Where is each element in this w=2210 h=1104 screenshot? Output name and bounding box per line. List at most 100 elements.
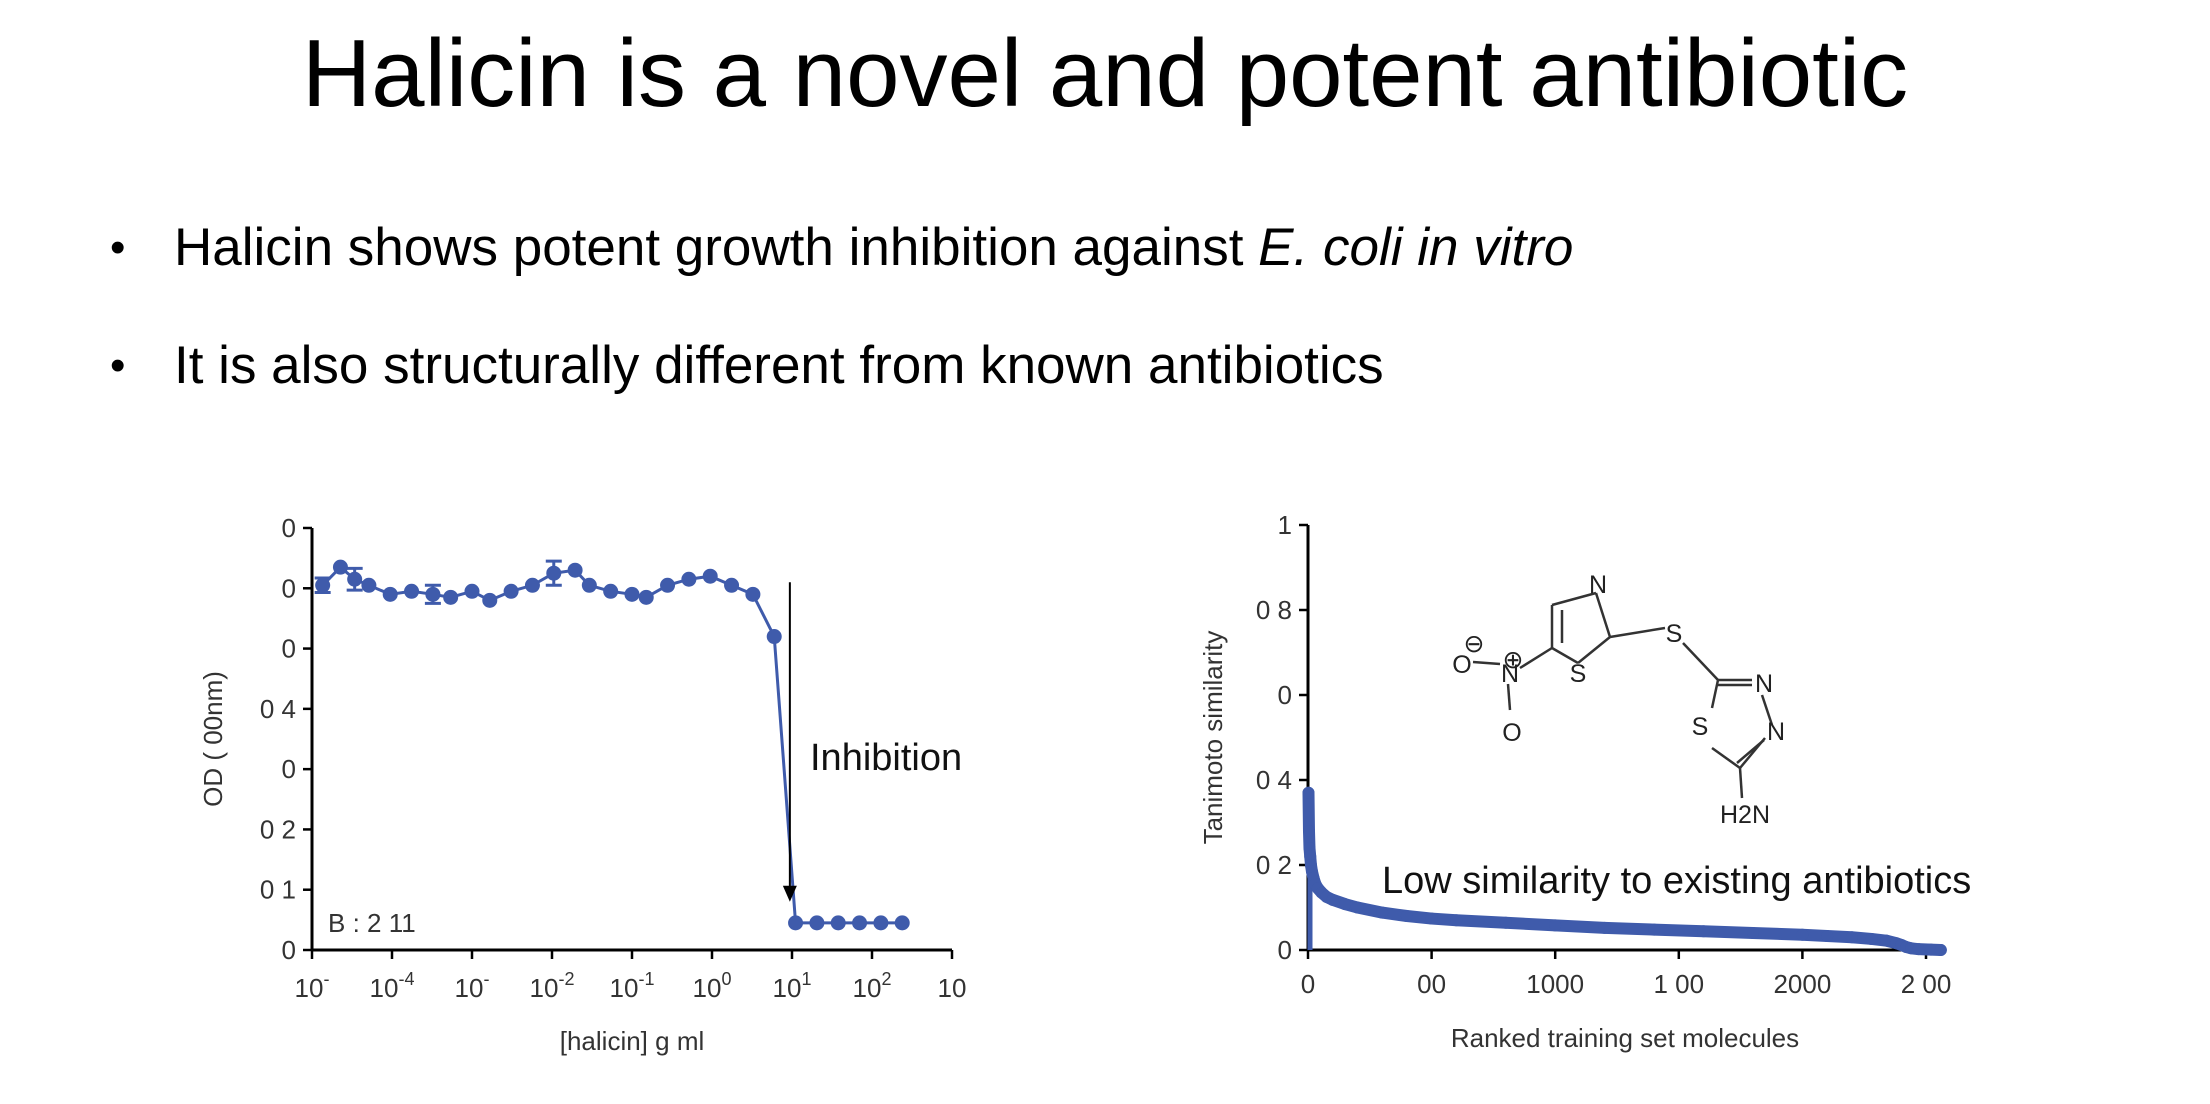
data-point bbox=[1912, 943, 1925, 956]
data-point bbox=[873, 915, 889, 931]
x-tick-label: 10-1 bbox=[610, 969, 655, 1003]
atom-n3-label: N bbox=[1767, 718, 1785, 746]
y-tick-label: 0 bbox=[1278, 935, 1292, 965]
data-point bbox=[603, 583, 619, 599]
bullet-text: It is also structurally different from k… bbox=[174, 336, 1384, 395]
data-point bbox=[1924, 943, 1937, 956]
y-tick-label: 0 bbox=[1278, 680, 1292, 710]
atom-nh2-label: H2N bbox=[1720, 801, 1770, 829]
x-tick-label: 10-4 bbox=[370, 969, 415, 1003]
x-tick-label: 101 bbox=[773, 969, 812, 1003]
atom-n4-label: N bbox=[1501, 660, 1519, 688]
data-point bbox=[852, 915, 868, 931]
y-tick-label: 0 1 bbox=[260, 875, 296, 905]
x-tick-label: 1 00 bbox=[1653, 969, 1704, 999]
data-point bbox=[1351, 901, 1364, 914]
y-tick-label: 0 bbox=[282, 573, 296, 603]
atom-s3-label: S bbox=[1692, 713, 1709, 741]
similarity-annotation: Low similarity to existing antibiotics bbox=[1382, 860, 1971, 902]
y-axis-title: OD ( 00nm) bbox=[198, 671, 228, 807]
data-point bbox=[347, 571, 363, 587]
data-point bbox=[745, 586, 761, 602]
data-point bbox=[1339, 898, 1352, 911]
data-point bbox=[638, 589, 654, 605]
y-tick-label: 0 8 bbox=[1256, 595, 1292, 625]
data-point bbox=[1880, 934, 1893, 947]
atom-n1-label: N bbox=[1589, 571, 1607, 599]
data-point bbox=[404, 583, 420, 599]
bullet-dot-icon: • bbox=[110, 223, 126, 272]
data-point bbox=[332, 559, 348, 575]
strain-label: B : 2 11 bbox=[328, 908, 416, 938]
y-axis-title: Tanimoto similarity bbox=[1198, 631, 1228, 845]
atom-n2-label: N bbox=[1755, 670, 1773, 698]
data-point bbox=[503, 583, 519, 599]
data-point bbox=[681, 571, 697, 587]
data-point bbox=[546, 565, 562, 581]
x-tick-label: 10- bbox=[295, 969, 330, 1003]
data-point bbox=[894, 915, 910, 931]
charge-minus-label: ⊖ bbox=[1464, 630, 1485, 658]
data-point bbox=[382, 586, 398, 602]
y-tick-label: 0 2 bbox=[1256, 850, 1292, 880]
x-tick-label: 10-2 bbox=[530, 969, 575, 1003]
data-point bbox=[482, 592, 498, 608]
x-tick-label: 102 bbox=[853, 969, 892, 1003]
y-tick-label: 0 bbox=[282, 935, 296, 965]
data-point bbox=[1934, 944, 1947, 956]
data-point bbox=[567, 562, 583, 578]
data-point bbox=[1400, 910, 1413, 922]
data-point bbox=[1697, 925, 1710, 938]
data-point bbox=[443, 589, 459, 605]
y-tick-label: 1 bbox=[1278, 510, 1292, 540]
data-point bbox=[464, 583, 480, 599]
data-point bbox=[524, 577, 540, 593]
slide-title: Halicin is a novel and potent antibiotic bbox=[301, 20, 1909, 127]
y-tick-label: 0 4 bbox=[1256, 765, 1292, 795]
data-point bbox=[315, 577, 331, 593]
data-point bbox=[724, 577, 740, 593]
bullet-text: Halicin shows potent growth inhibition a… bbox=[174, 218, 1574, 277]
data-point bbox=[766, 629, 782, 645]
data-point bbox=[830, 915, 846, 931]
data-point bbox=[1302, 825, 1315, 837]
data-point bbox=[1865, 932, 1878, 945]
data-point bbox=[361, 577, 377, 593]
x-tick-label: 10 bbox=[938, 973, 967, 1003]
data-point bbox=[1796, 928, 1809, 941]
x-axis-title: Ranked training set molecules bbox=[1451, 1023, 1799, 1053]
data-point bbox=[1845, 931, 1858, 944]
data-point bbox=[1598, 921, 1611, 934]
y-tick-label: 0 bbox=[282, 513, 296, 543]
data-point bbox=[1425, 912, 1438, 925]
data-point bbox=[1450, 914, 1463, 927]
x-tick-label: 100 bbox=[693, 969, 732, 1003]
inhibition-arrow-head bbox=[782, 885, 797, 902]
data-point bbox=[624, 586, 640, 602]
data-point bbox=[1499, 916, 1512, 929]
y-tick-label: 0 bbox=[282, 754, 296, 784]
y-tick-label: 0 bbox=[282, 634, 296, 664]
x-tick-label: 00 bbox=[1417, 969, 1446, 999]
data-point bbox=[581, 577, 597, 593]
data-point bbox=[1302, 786, 1315, 799]
data-point bbox=[425, 586, 441, 602]
data-point bbox=[1746, 927, 1759, 939]
x-tick-label: 0 bbox=[1301, 969, 1315, 999]
x-tick-label: 2000 bbox=[1773, 969, 1831, 999]
inhibition-label: Inhibition bbox=[810, 737, 962, 779]
y-tick-label: 0 2 bbox=[260, 814, 296, 844]
halicin-structure bbox=[1472, 591, 1774, 799]
x-tick-label: 2 00 bbox=[1901, 969, 1952, 999]
data-point bbox=[1821, 929, 1834, 942]
data-point bbox=[1376, 906, 1389, 919]
x-axis-title: [halicin] g ml bbox=[560, 1026, 705, 1056]
atom-o2-label: O bbox=[1502, 719, 1521, 747]
data-point bbox=[1549, 919, 1562, 932]
data-point bbox=[702, 568, 718, 584]
atom-s1-label: S bbox=[1570, 660, 1587, 688]
data-point bbox=[788, 915, 804, 931]
x-tick-label: 10- bbox=[455, 969, 490, 1003]
charge-plus-label: ⊕ bbox=[1503, 646, 1524, 674]
